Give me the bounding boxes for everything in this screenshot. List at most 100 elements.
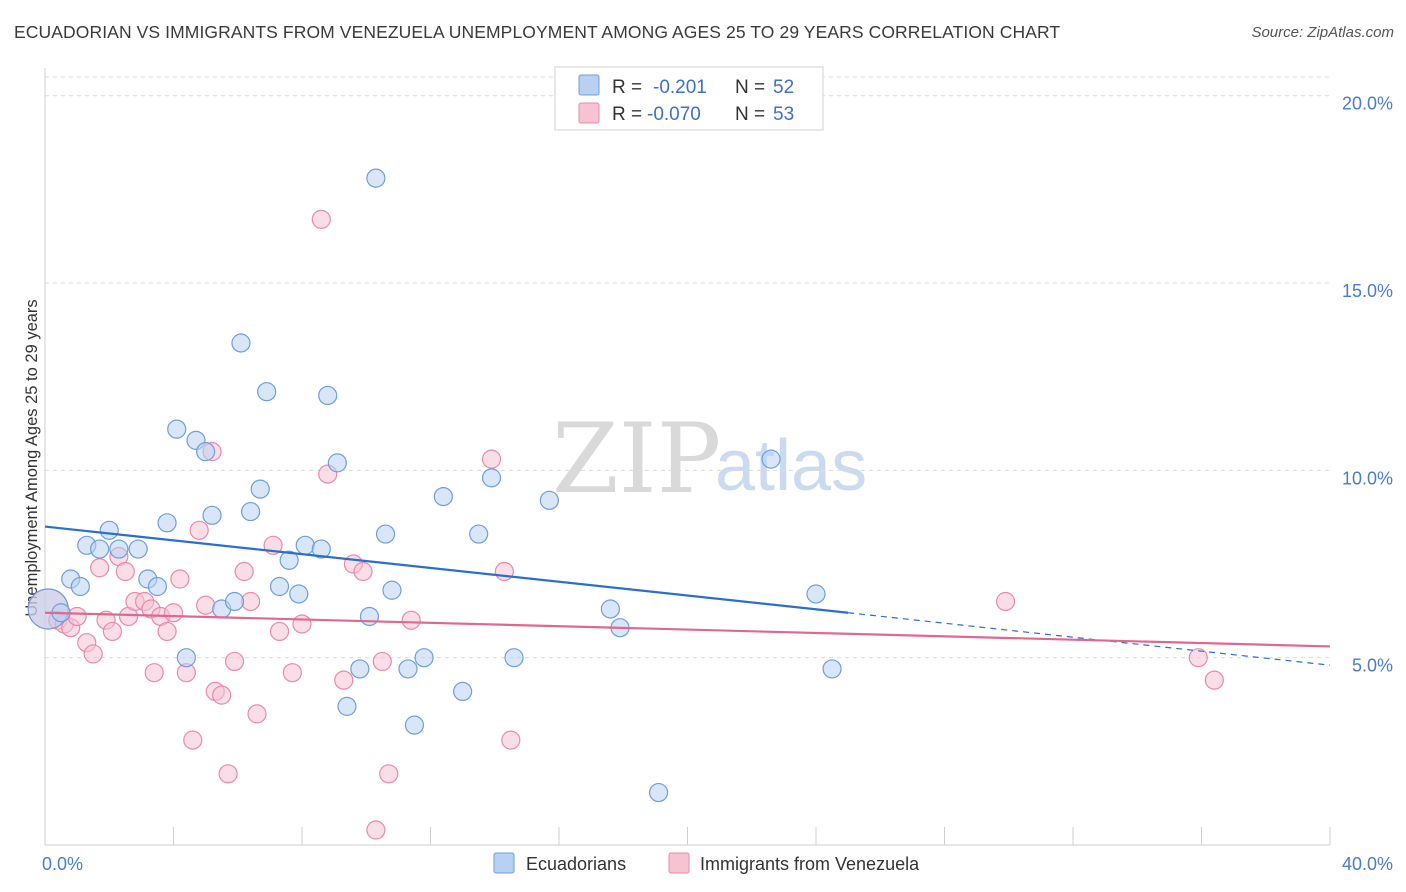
- x-tick-labels: 0.0% 40.0%: [42, 854, 1393, 874]
- data-point: [90, 558, 110, 578]
- watermark-atlas: atlas: [715, 426, 867, 506]
- data-point: [234, 561, 254, 582]
- data-point: [295, 535, 315, 555]
- legend-n-value-1: 52: [773, 77, 794, 98]
- data-point: [334, 670, 354, 690]
- legend-r-label-1: R =: [612, 77, 642, 98]
- data-point: [196, 595, 216, 615]
- data-point: [327, 453, 347, 473]
- legend-n-value-2: 53: [773, 104, 794, 125]
- data-point: [279, 550, 299, 570]
- data-point: [102, 621, 123, 642]
- legend-n-label-1: N =: [735, 77, 765, 98]
- data-point: [318, 385, 338, 406]
- data-point: [163, 603, 184, 623]
- data-point: [375, 524, 396, 544]
- data-point: [157, 621, 177, 642]
- chart-title: ECUADORIAN VS IMMIGRANTS FROM VENEZUELA …: [14, 22, 1061, 42]
- x-tick-label: 40.0%: [1342, 854, 1393, 874]
- legend-n-label-2: N =: [735, 104, 765, 125]
- data-point: [224, 591, 245, 612]
- legend-box: [554, 66, 824, 131]
- legend-r-label-2: R =: [612, 104, 642, 125]
- data-point: [157, 513, 177, 533]
- trend-lines: [44, 525, 1331, 666]
- data-point: [257, 382, 277, 402]
- data-point: [176, 648, 196, 668]
- data-point: [1188, 648, 1208, 668]
- data-point: [224, 651, 245, 672]
- bottom-legend-swatch-venezuela: [668, 852, 690, 874]
- data-point: [289, 584, 309, 604]
- data-point: [90, 539, 110, 559]
- legend-r-value-1: -0.201: [653, 77, 707, 98]
- data-point: [311, 539, 331, 559]
- legend-r-value-2: -0.070: [647, 104, 701, 125]
- bottom-legend-swatch-ecuadorians: [493, 852, 515, 874]
- trend-line-ecuadorians-extension: [848, 612, 1331, 666]
- data-point: [995, 591, 1016, 612]
- data-point: [494, 561, 514, 582]
- trend-line-venezuela: [44, 611, 1331, 648]
- data-point: [269, 621, 290, 642]
- data-point: [504, 648, 524, 668]
- legend-swatch-pink: [578, 102, 600, 124]
- trend-line-ecuadorians: [44, 525, 849, 614]
- data-point: [453, 681, 473, 702]
- data-point: [247, 704, 267, 724]
- data-point: [353, 561, 373, 582]
- data-point: [144, 663, 164, 683]
- data-point: [539, 490, 559, 510]
- data-point: [147, 576, 168, 597]
- data-point: [382, 580, 402, 600]
- data-point: [67, 606, 87, 627]
- data-point: [311, 209, 331, 229]
- data-point: [501, 730, 521, 750]
- data-point: [292, 614, 312, 634]
- data-point: [404, 715, 425, 735]
- data-point: [372, 651, 392, 672]
- legend: R = -0.201 N = 52 R = -0.070 N = 53: [554, 66, 824, 131]
- data-point: [269, 576, 290, 597]
- data-point: [398, 659, 418, 679]
- data-point: [1204, 670, 1224, 690]
- bottom-legend-label-ecuadorians: Ecuadorians: [526, 854, 626, 874]
- data-point: [337, 696, 357, 716]
- data-point: [183, 730, 203, 750]
- data-point: [115, 561, 135, 582]
- y-tick-label: 10.0%: [1342, 468, 1393, 488]
- data-point: [359, 606, 380, 627]
- data-point: [481, 468, 502, 488]
- data-point: [414, 648, 434, 668]
- data-point: [212, 685, 232, 705]
- y-tick-label: 20.0%: [1342, 94, 1393, 114]
- watermark-zip: ZIP: [552, 403, 721, 515]
- y-tick-labels: 5.0% 10.0% 15.0% 20.0%: [1342, 94, 1393, 676]
- data-point: [170, 569, 190, 589]
- data-point: [366, 168, 386, 188]
- data-point: [600, 599, 621, 619]
- y-axis-label: Unemployment Among Ages 25 to 29 years: [23, 299, 41, 616]
- data-point: [196, 442, 216, 462]
- data-point: [218, 764, 238, 784]
- data-point: [109, 539, 129, 559]
- bottom-legend: Ecuadorians Immigrants from Venezuela: [493, 852, 920, 874]
- watermark: ZIP atlas: [552, 403, 867, 515]
- series-immigrants-from-venezuela: [27, 209, 1224, 840]
- x-tick-label: 0.0%: [42, 854, 83, 874]
- legend-swatch-blue: [578, 74, 600, 96]
- data-point: [433, 486, 453, 507]
- data-point: [761, 449, 781, 469]
- data-point: [806, 584, 826, 604]
- data-point: [250, 479, 270, 499]
- data-point: [231, 333, 251, 353]
- data-point: [648, 782, 669, 803]
- data-point: [70, 576, 90, 597]
- bottom-legend-label-venezuela: Immigrants from Venezuela: [700, 854, 920, 874]
- data-point: [128, 539, 148, 559]
- axes: [44, 68, 1331, 846]
- data-point: [379, 764, 399, 784]
- series-ecuadorians: [27, 168, 842, 803]
- data-point: [83, 644, 103, 664]
